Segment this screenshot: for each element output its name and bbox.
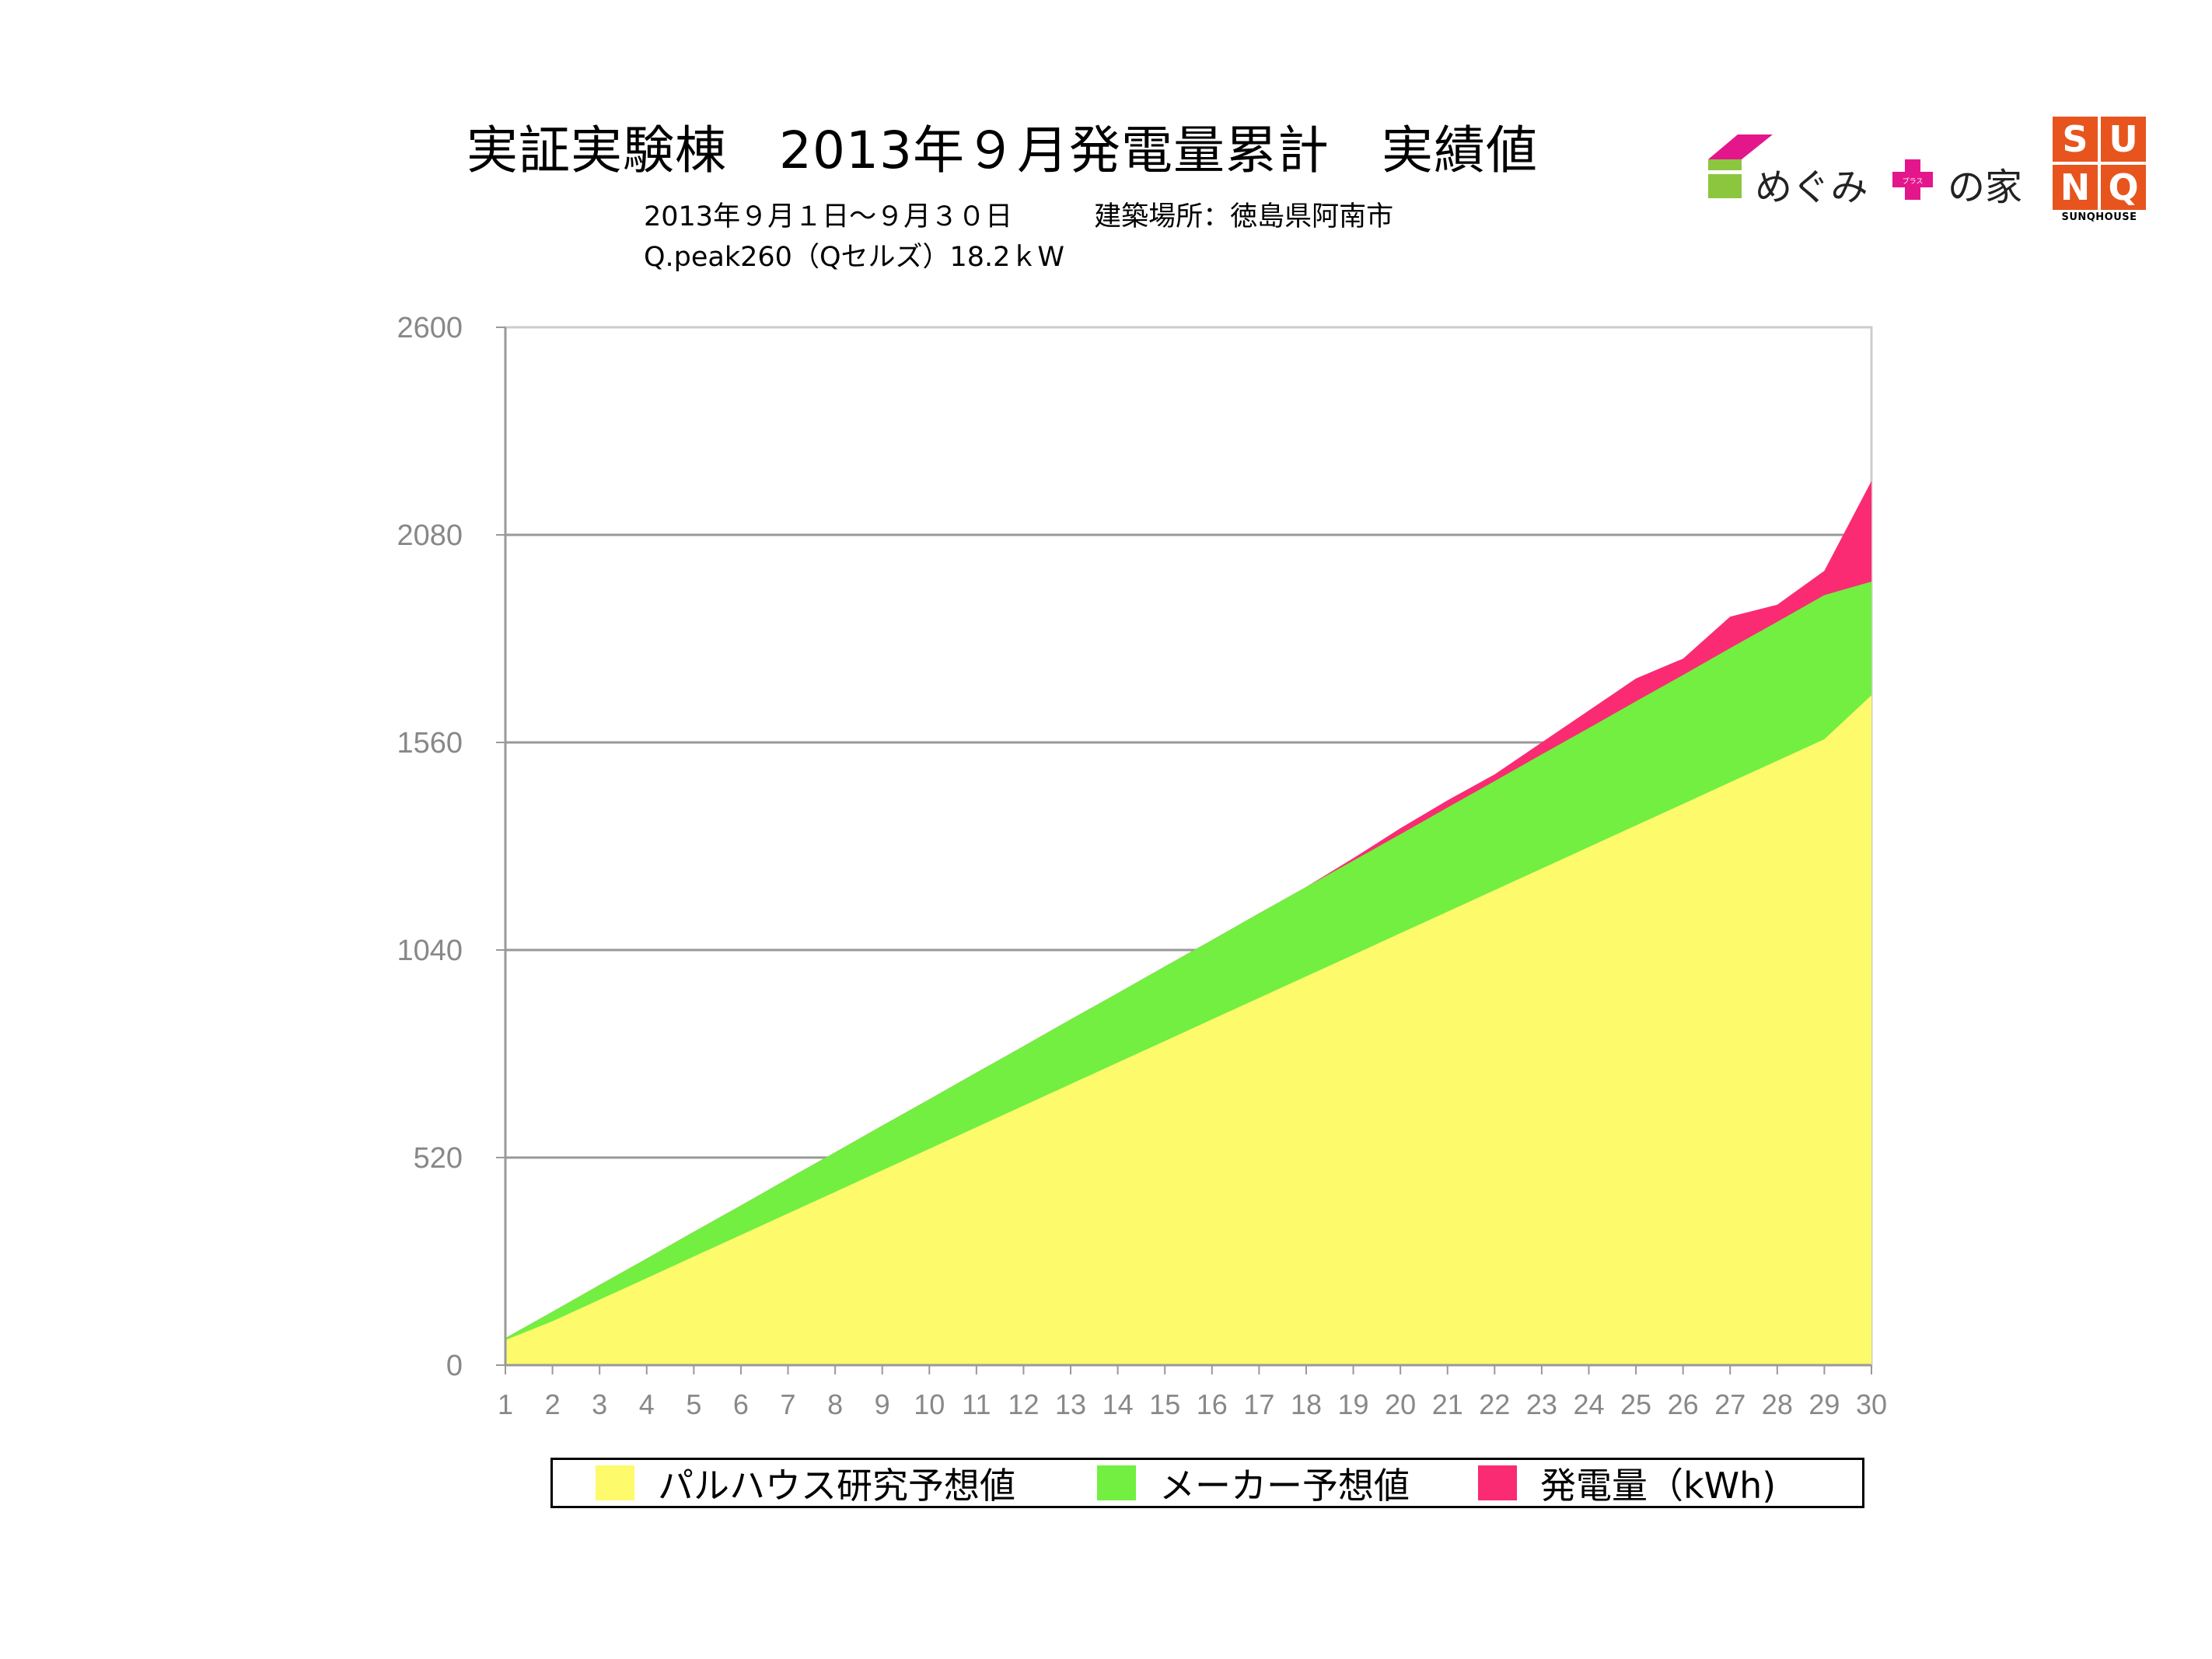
x-tick-label-21: 21 [1432, 1388, 1463, 1420]
megumi-logo-text-right: の家 [1948, 166, 2023, 209]
sunq-letter-u: U [2101, 117, 2146, 162]
sunq-letter-n: N [2053, 165, 2098, 210]
y-tick-label-1560: 1560 [397, 727, 463, 760]
x-tick-label-24: 24 [1573, 1388, 1604, 1420]
legend-label-maker: メーカー予想値 [1159, 1464, 1410, 1507]
legend-label-actual: 発電量（kWh) [1540, 1464, 1777, 1507]
x-tick-label-3: 3 [592, 1388, 607, 1420]
legend-label-palhouse: パルハウス研究予想値 [658, 1464, 1015, 1507]
sunq-caption: SUNQHOUSE [2061, 211, 2137, 223]
megumi-logo-text-left: めぐみ [1755, 166, 1868, 209]
house-icon [1708, 134, 1773, 198]
y-tick-label-2080: 2080 [397, 519, 463, 552]
y-tick-label-520: 520 [414, 1142, 463, 1175]
legend-swatch-maker [1097, 1465, 1136, 1500]
y-tick-label-1040: 1040 [397, 934, 463, 967]
sunq-letter-q: Q [2101, 165, 2146, 210]
x-tick-label-23: 23 [1526, 1388, 1557, 1420]
x-tick-label-13: 13 [1055, 1388, 1086, 1420]
x-tick-label-4: 4 [639, 1388, 655, 1420]
x-tick-label-22: 22 [1479, 1388, 1510, 1420]
x-tick-label-20: 20 [1385, 1388, 1416, 1420]
y-tick-label-0: 0 [446, 1350, 463, 1382]
plus-icon: プラス [1892, 159, 1933, 200]
x-tick-label-10: 10 [914, 1388, 945, 1420]
legend-item-maker: メーカー予想値 [1097, 1460, 1410, 1507]
x-tick-label-6: 6 [733, 1388, 749, 1420]
area-palhouse [505, 695, 1871, 1365]
x-tick-label-2: 2 [545, 1388, 561, 1420]
chart-subtitle-panel: Q.peak260（Qセルズ）18.2ｋW [644, 242, 1065, 273]
sunq-logo: S U N Q SUNQHOUSE [2053, 117, 2146, 225]
plus-icon-label: プラス [1903, 177, 1924, 186]
x-tick-label-16: 16 [1197, 1388, 1228, 1420]
x-tick-label-29: 29 [1808, 1388, 1840, 1420]
x-tick-label-8: 8 [827, 1388, 843, 1420]
x-tick-label-5: 5 [686, 1388, 701, 1420]
legend-swatch-palhouse [596, 1465, 634, 1500]
x-tick-label-26: 26 [1668, 1388, 1699, 1420]
x-tick-label-9: 9 [875, 1388, 890, 1420]
y-tick-label-2600: 2600 [397, 312, 463, 344]
chart-title: 実証実験棟 2013年９月発電量累計 実績値 [467, 120, 1538, 180]
x-tick-label-7: 7 [781, 1388, 796, 1420]
legend-item-palhouse: パルハウス研究予想値 [596, 1460, 1015, 1507]
chart-subtitle-period: 2013年９月１日〜９月３０日 建築場所：徳島県阿南市 [644, 201, 1394, 232]
x-tick-label-27: 27 [1714, 1388, 1745, 1420]
sunq-letter-s: S [2053, 117, 2098, 162]
legend-swatch-actual [1478, 1465, 1517, 1500]
chart-legend: パルハウス研究予想値 メーカー予想値 発電量（kWh) [550, 1458, 1864, 1508]
x-tick-label-11: 11 [962, 1388, 991, 1420]
x-tick-label-28: 28 [1762, 1388, 1793, 1420]
x-tick-label-12: 12 [1008, 1388, 1039, 1420]
x-tick-label-14: 14 [1103, 1388, 1134, 1420]
x-tick-label-15: 15 [1149, 1388, 1180, 1420]
x-tick-label-1: 1 [498, 1388, 513, 1420]
x-tick-label-30: 30 [1856, 1388, 1887, 1420]
x-tick-label-19: 19 [1338, 1388, 1369, 1420]
legend-item-actual: 発電量（kWh) [1478, 1460, 1777, 1507]
megumi-logo: めぐみ プラス の家 [1699, 128, 2033, 209]
x-tick-label-17: 17 [1243, 1388, 1274, 1420]
x-tick-label-18: 18 [1291, 1388, 1322, 1420]
x-tick-label-25: 25 [1620, 1388, 1651, 1420]
